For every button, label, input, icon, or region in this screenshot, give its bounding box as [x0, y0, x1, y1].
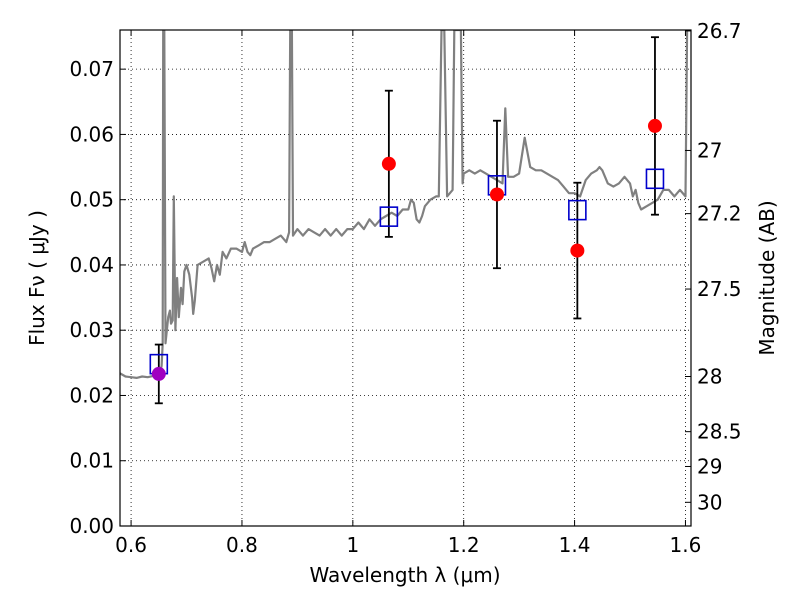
magnitude-tick-label: 27 — [697, 138, 722, 162]
y-axis-label: Flux Fν ( μJy ) — [25, 210, 49, 346]
x-tick-label: 1.6 — [670, 533, 702, 557]
model-flux-marker — [379, 206, 399, 227]
observed-marker-layer — [151, 118, 662, 381]
y-tick-label: 0.06 — [69, 122, 114, 146]
y-tick-label: 0.01 — [69, 449, 114, 473]
y-tick-label: 0.07 — [69, 57, 114, 81]
y-tick-label: 0.04 — [69, 253, 114, 277]
magnitude-tick-label: 30 — [697, 490, 722, 514]
grid — [120, 30, 691, 527]
magnitude-axis: 26.7 27 27.2 27.5 28 28.5 29 30 — [685, 19, 742, 514]
template-spectrum-layer — [120, 30, 691, 379]
model-flux-marker — [645, 168, 665, 190]
y-tick-label: 0.03 — [69, 318, 114, 342]
y-tick-label: 0.05 — [69, 188, 114, 212]
x-tick-label: 0.6 — [115, 533, 147, 557]
plot-area — [120, 30, 691, 526]
x-tick-label: 1.4 — [559, 533, 591, 557]
y-tick-label: 0.00 — [69, 514, 114, 538]
magnitude-tick-label: 26.7 — [697, 19, 742, 43]
template-spectrum-line — [120, 30, 691, 379]
y-tick-label: 0.02 — [69, 383, 114, 407]
magnitude-tick-label: 28.5 — [697, 420, 742, 444]
x-tick-label: 1 — [346, 533, 359, 557]
observed-flux-point — [647, 118, 662, 133]
observed-flux-point — [570, 243, 585, 258]
x-axis: 0.6 0.8 1 1.2 1.4 1.6 — [115, 30, 701, 557]
x-tick-label: 1.2 — [448, 533, 480, 557]
magnitude-tick-label: 27.5 — [697, 277, 742, 301]
x-tick-label: 0.8 — [226, 533, 258, 557]
magnitude-tick-label: 29 — [697, 454, 722, 478]
model-flux-marker — [568, 199, 587, 221]
magnitude-tick-label: 28 — [697, 364, 722, 388]
y-axis: 0.00 0.01 0.02 0.03 0.04 0.05 0.06 0.07 — [69, 57, 126, 538]
x-axis-label: Wavelength λ (μm) — [309, 563, 500, 587]
observed-flux-point — [151, 366, 166, 381]
observed-flux-point — [381, 156, 396, 171]
observed-flux-point — [489, 187, 504, 202]
plot-frame — [119, 29, 692, 527]
magnitude-axis-label: Magnitude (AB) — [755, 200, 779, 355]
magnitude-tick-label: 27.2 — [697, 202, 742, 226]
